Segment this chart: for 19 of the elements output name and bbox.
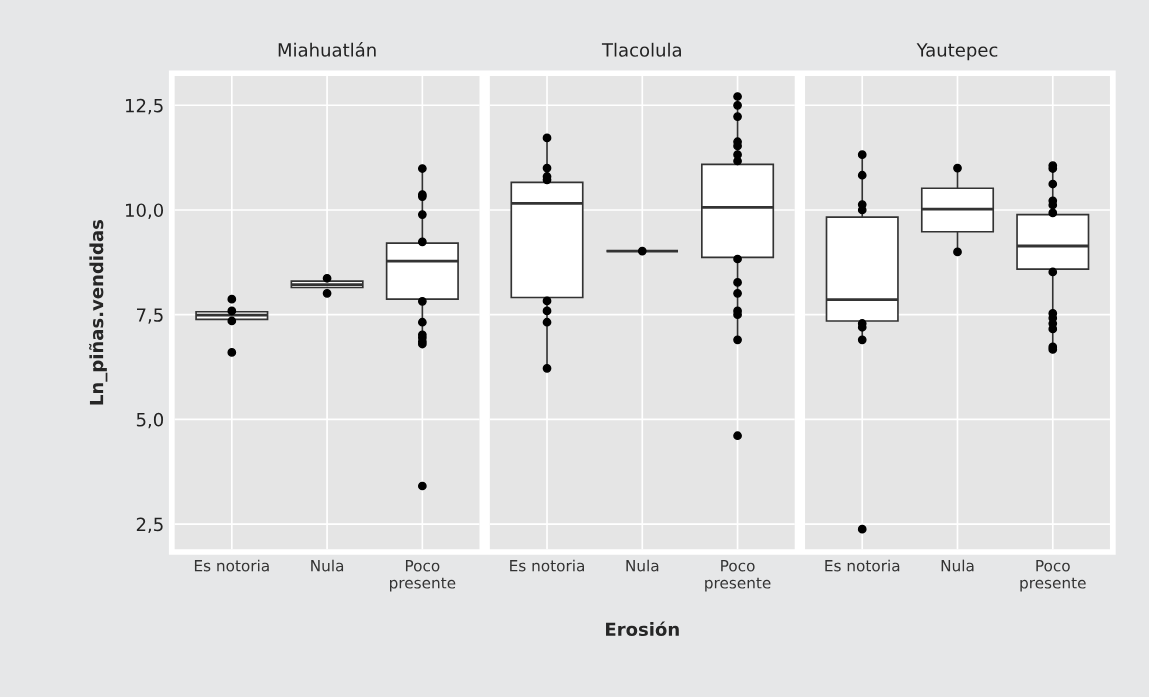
x-tick-label: Es notoria <box>825 559 900 572</box>
x-tick-label: Poco presente <box>390 560 456 592</box>
x-tick-label: Poco presente <box>705 560 771 592</box>
x-tick-label: Es notoria <box>510 559 584 572</box>
chart-title: Yautepec <box>916 43 998 61</box>
y-tick-label: 10,0 <box>126 203 164 219</box>
y-tick-label: 7,5 <box>137 308 163 324</box>
x-tick-label: Nula <box>941 559 974 572</box>
y-tick-label: 2,5 <box>136 517 163 534</box>
x-tick-label: Poco presente <box>1020 560 1086 592</box>
x-axis-title: Erosión <box>606 621 679 637</box>
y-axis-title: Ln_piñas.vendidas <box>89 219 108 405</box>
x-tick-label: Nula <box>311 559 344 572</box>
y-tick-label: 5,0 <box>136 412 164 429</box>
chart-title: Miahuatlán <box>278 42 376 57</box>
chart-title: Tlacolula <box>601 42 681 57</box>
y-tick-label: 12,5 <box>126 98 163 115</box>
x-tick-label: Nula <box>626 559 659 572</box>
x-tick-label: Es notoria <box>194 559 269 572</box>
